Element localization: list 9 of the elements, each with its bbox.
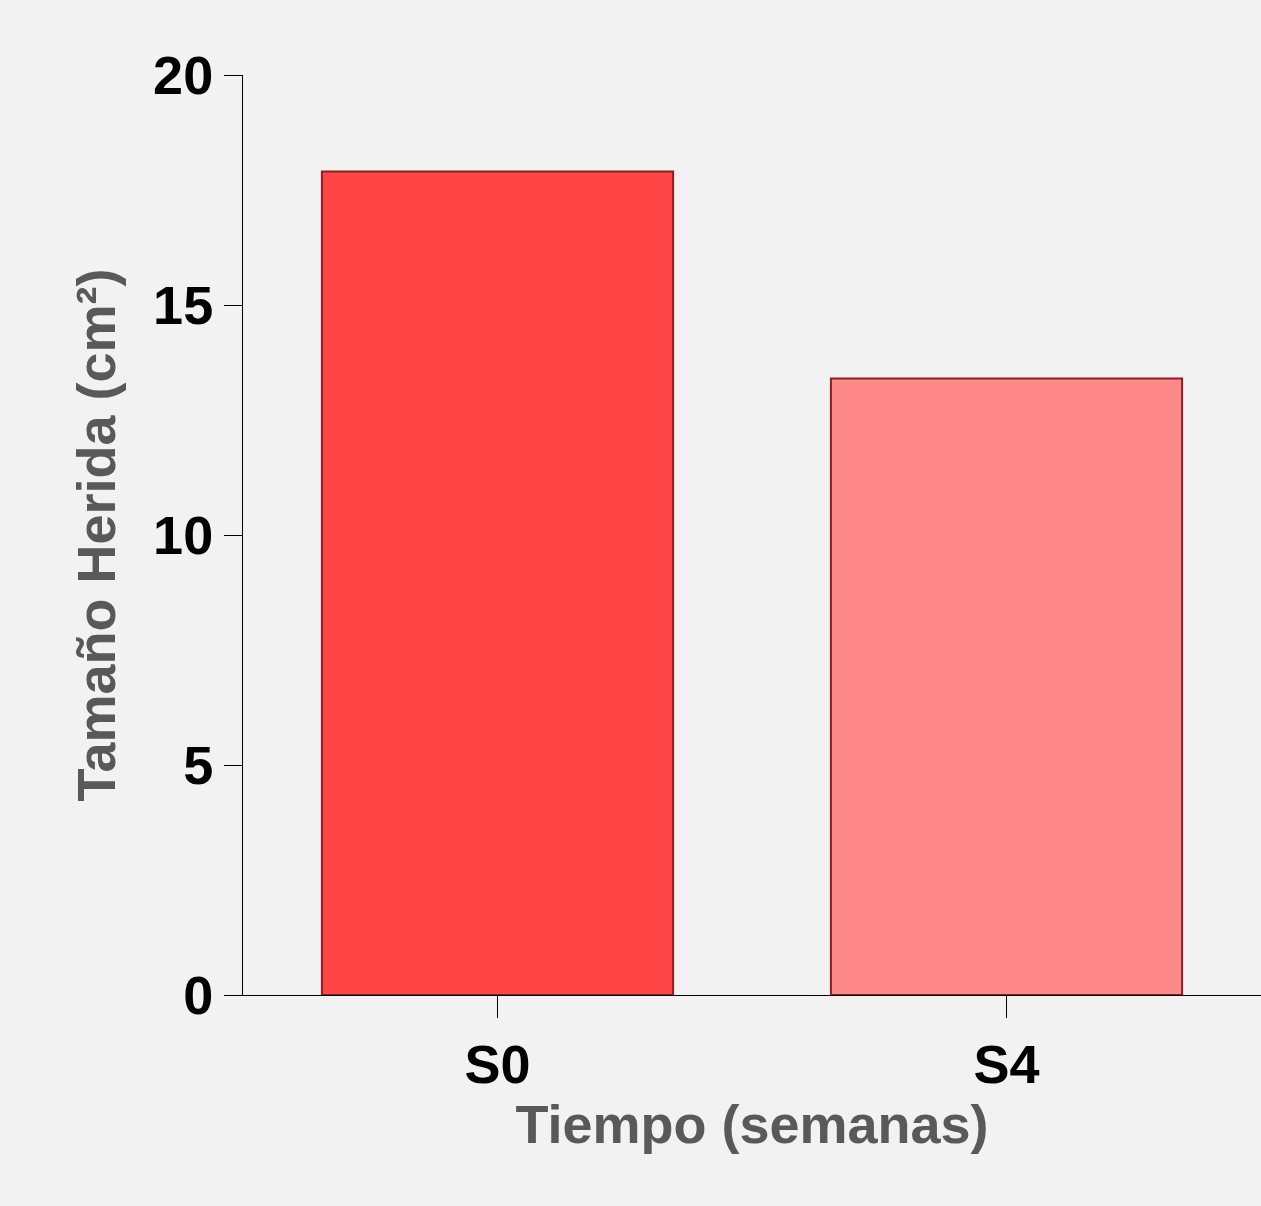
y-tick-label: 5 [183, 734, 214, 795]
y-tick-label: 10 [153, 504, 214, 565]
y-tick-label: 20 [153, 44, 214, 105]
y-tick-label: 15 [153, 274, 214, 335]
x-tick-label: S0 [464, 1033, 531, 1094]
x-tick-label: S4 [973, 1033, 1040, 1094]
x-axis-title: Tiempo (semanas) [515, 1093, 989, 1154]
y-axis-title: Tamaño Herida (cm²) [65, 268, 126, 802]
y-tick-label: 0 [183, 964, 214, 1025]
